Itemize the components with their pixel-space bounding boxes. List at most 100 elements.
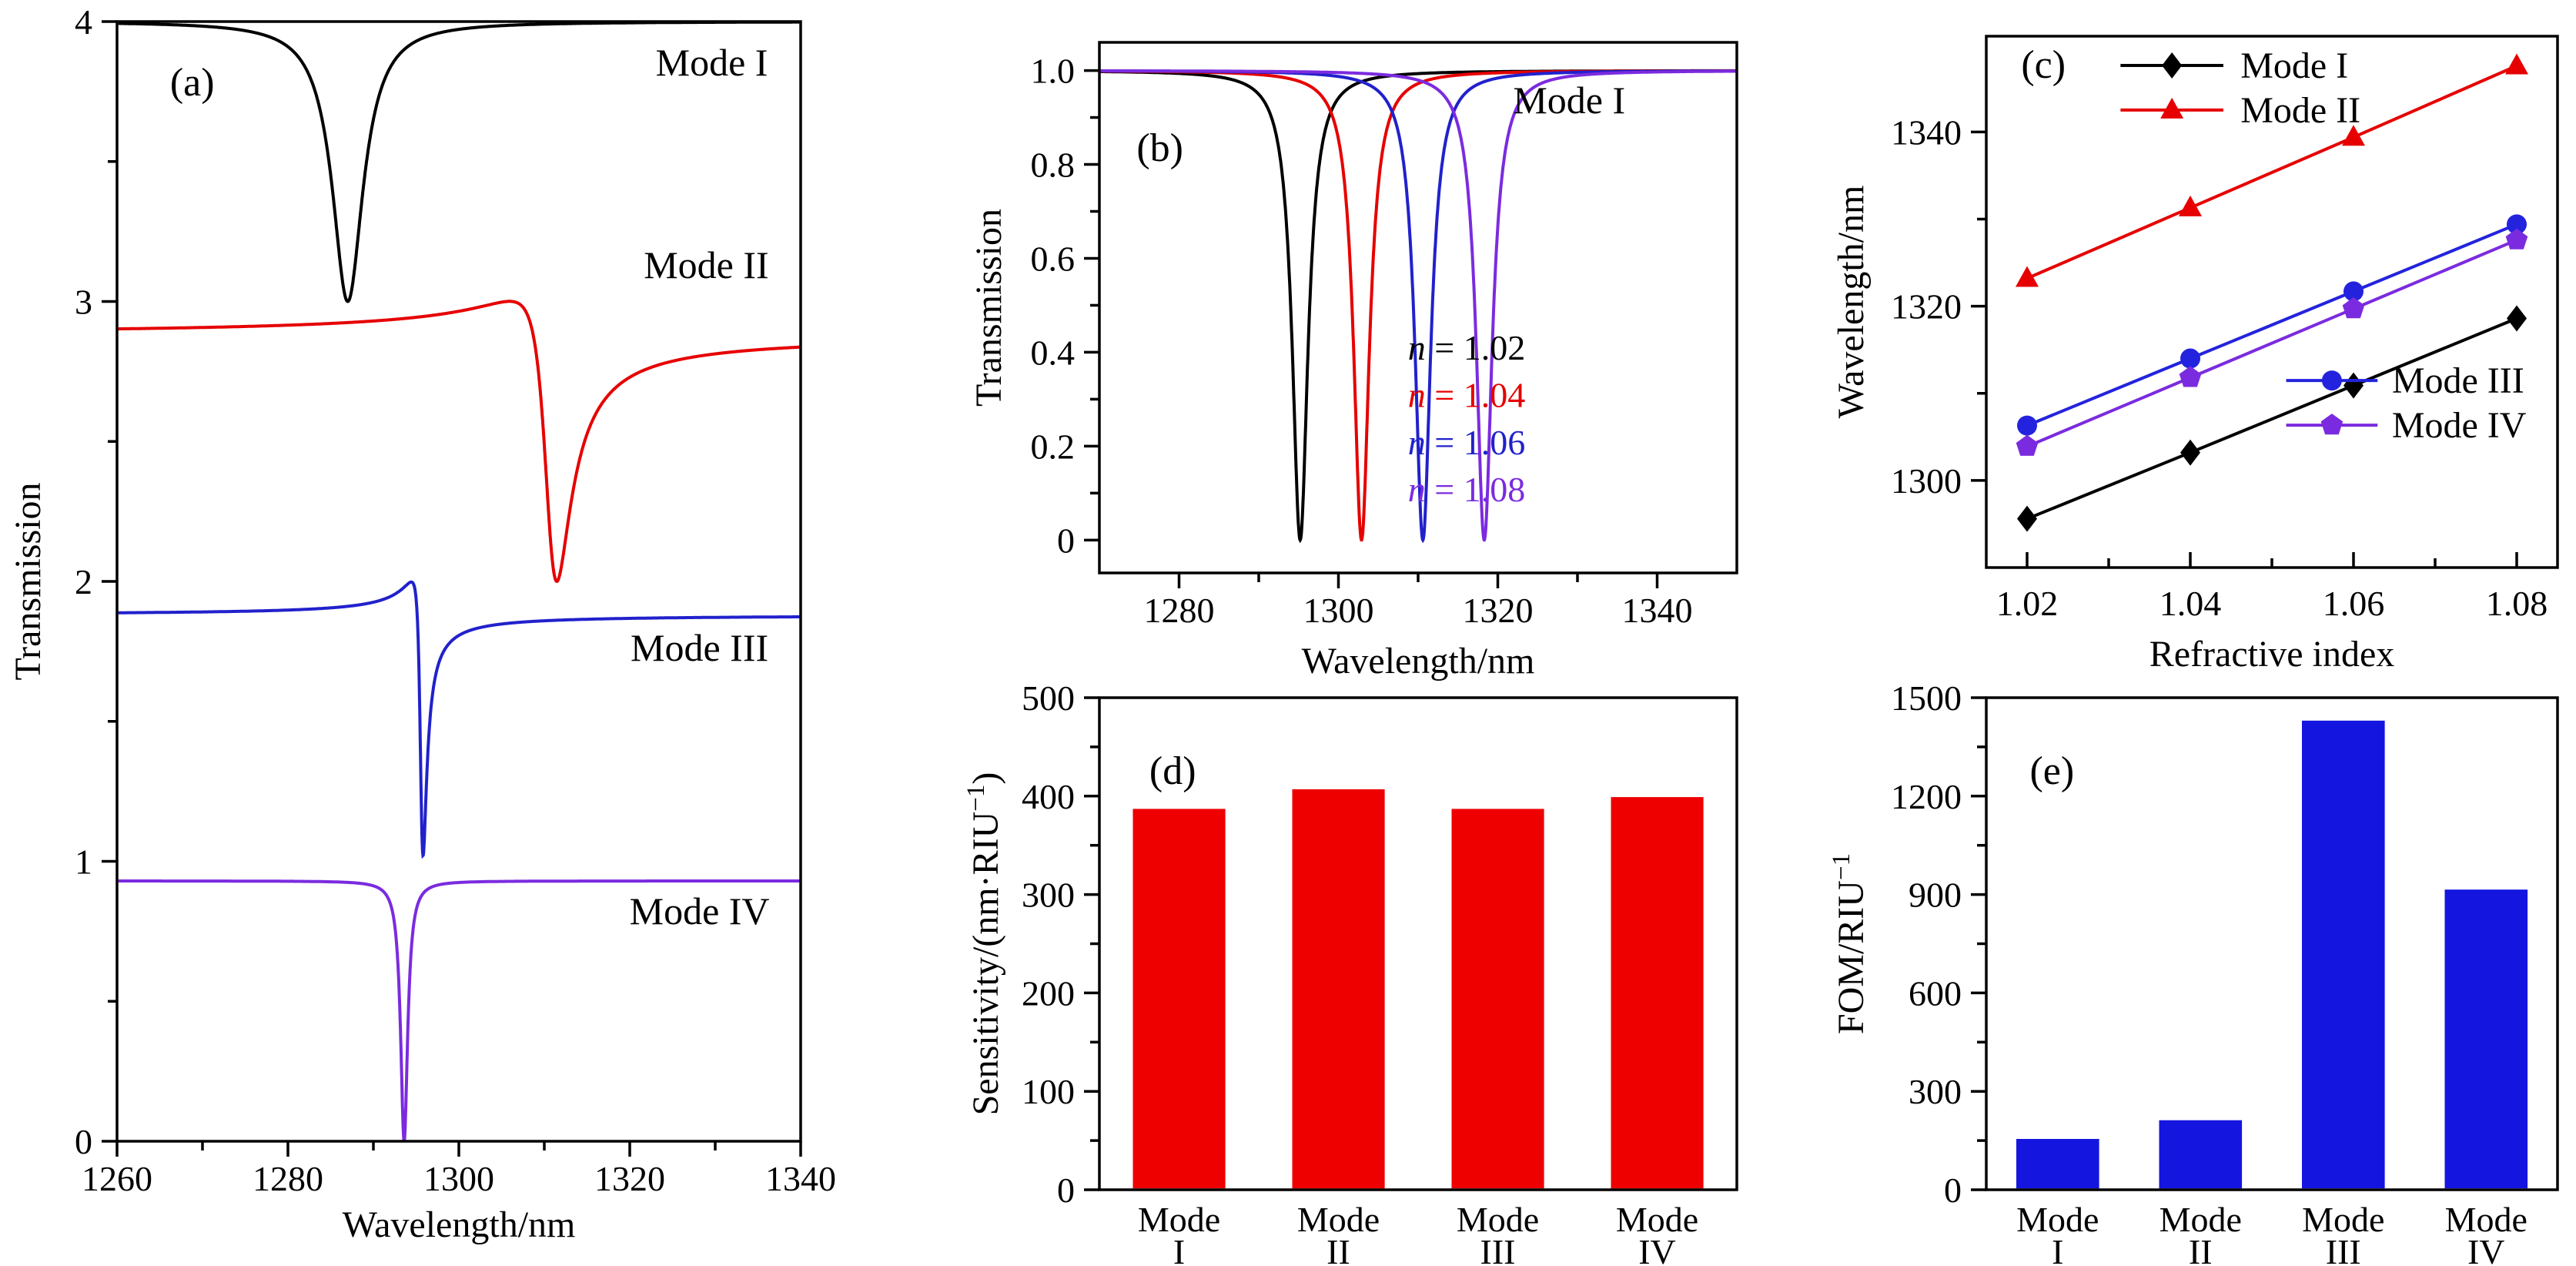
mode-i-marker xyxy=(2343,372,2364,399)
bar-mode-ii xyxy=(2159,1120,2243,1189)
legend-item-n-3: n = 1.06 xyxy=(1408,423,1525,462)
category-label-line2: IV xyxy=(2467,1232,2505,1266)
y-tick-label: 300 xyxy=(1022,876,1075,915)
category-label-line2: II xyxy=(2189,1232,2213,1266)
y-tick-label: 0 xyxy=(1057,1171,1075,1210)
y-tick-label: 1500 xyxy=(1891,678,1962,718)
bar-mode-iii xyxy=(1451,809,1544,1189)
annotation-mode-i: Mode I xyxy=(656,41,768,84)
y-tick-label: 3 xyxy=(75,283,92,322)
legend-label-mode-ii: Mode II xyxy=(2240,90,2360,131)
annotation-c: (c) xyxy=(2021,43,2066,87)
legend-item-n-2: n = 1.04 xyxy=(1408,375,1525,414)
category-label-line1: Mode xyxy=(2445,1200,2527,1239)
y-tick-label: 1300 xyxy=(1891,461,1962,501)
category-label-line2: III xyxy=(2326,1232,2361,1266)
curve-mode-iv xyxy=(117,879,801,1142)
x-tick-label: 1300 xyxy=(423,1159,494,1198)
x-tick-label: 1300 xyxy=(1303,591,1374,630)
mode-i-marker xyxy=(2017,505,2037,532)
annotation-d: (d) xyxy=(1149,749,1196,793)
category-label-line2: III xyxy=(1480,1232,1516,1266)
x-tick-label: 1.08 xyxy=(2486,584,2548,623)
axes-box-e xyxy=(1985,696,2559,1191)
y-tick-label: 0.4 xyxy=(1031,333,1076,372)
axes-box-d xyxy=(1098,696,1738,1191)
category-label-line1: Mode xyxy=(2016,1200,2099,1239)
y-tick-label: 1200 xyxy=(1891,777,1962,816)
mode-iv-marker xyxy=(2179,366,2202,387)
x-tick-label: 1280 xyxy=(1144,591,1215,630)
y-tick-label: 4 xyxy=(75,2,92,42)
legend-label-mode-iii: Mode III xyxy=(2392,360,2524,401)
mode-iii-marker xyxy=(2343,281,2364,302)
y-tick-label: 500 xyxy=(1022,678,1075,718)
x-tick-label: 1340 xyxy=(765,1159,836,1198)
x-tick-label: 1340 xyxy=(1622,591,1693,630)
bar-mode-ii xyxy=(1292,789,1385,1189)
y-tick-label: 0.6 xyxy=(1031,239,1076,278)
mode-ii-marker xyxy=(2342,125,2365,146)
legend-marker-mode-ii xyxy=(2160,97,2184,119)
x-tick-label: 1260 xyxy=(82,1159,152,1198)
mode-ii-marker xyxy=(2016,266,2039,287)
category-label-line2: IV xyxy=(1638,1232,1676,1266)
y-tick-label: 0.2 xyxy=(1031,427,1076,466)
y-tick-label: 1320 xyxy=(1891,287,1962,327)
bar-mode-i xyxy=(1132,809,1226,1189)
y-tick-label: 600 xyxy=(1909,973,1962,1013)
y-axis-label-e: FOM/RIU−1 xyxy=(1828,853,1872,1034)
mode-iv-marker xyxy=(2505,228,2528,250)
y-tick-label: 1340 xyxy=(1891,112,1962,152)
category-label-line1: Mode xyxy=(1297,1200,1380,1239)
y-tick-label: 1.0 xyxy=(1031,52,1076,91)
annotation-e: (e) xyxy=(2029,749,2074,793)
annotation-mode-iv: Mode IV xyxy=(630,889,770,933)
category-label-line1: Mode xyxy=(2159,1200,2242,1239)
y-tick-label: 0.8 xyxy=(1031,146,1076,185)
mode-i-marker xyxy=(2180,439,2200,466)
x-tick-label: 1320 xyxy=(594,1159,665,1198)
panel-d: 0100200300400500ModeIModeIIModeIIIModeIV… xyxy=(962,678,1738,1266)
mode-iii-marker xyxy=(2017,415,2037,436)
category-label-line2: I xyxy=(2052,1232,2063,1266)
mode-iv-marker xyxy=(2342,297,2365,319)
category-label-line2: II xyxy=(1326,1232,1350,1266)
panel-e: 030060090012001500ModeIModeIIModeIIIMode… xyxy=(1828,678,2559,1266)
mode-iii-marker xyxy=(2180,348,2200,369)
y-tick-label: 2 xyxy=(75,562,92,601)
bar-mode-i xyxy=(2016,1139,2099,1189)
bar-mode-iii xyxy=(2302,720,2385,1189)
axes-box-b xyxy=(1098,41,1738,574)
category-label-line1: Mode xyxy=(1616,1200,1698,1239)
curve-mode-iii xyxy=(117,580,801,859)
bar-mode-iv xyxy=(2444,889,2528,1189)
x-tick-label: 1.02 xyxy=(1996,584,2059,623)
x-axis-label-a: Wavelength/nm xyxy=(343,1204,576,1245)
axes-box-a xyxy=(115,20,802,1143)
y-tick-label: 0 xyxy=(75,1122,92,1161)
legend-marker-mode-iv xyxy=(2320,414,2343,435)
y-tick-label: 900 xyxy=(1909,876,1962,915)
legend-item-n-4: n = 1.08 xyxy=(1408,470,1525,509)
mode-iv-marker xyxy=(2016,434,2039,456)
mode-iii-marker xyxy=(2507,214,2527,235)
line-mode-ii xyxy=(2026,64,2517,280)
annotation-mode-ii: Mode II xyxy=(644,243,768,286)
y-axis-label-b: Transmission xyxy=(969,209,1009,407)
annotation-mode-i: Mode I xyxy=(1513,79,1625,122)
legend-marker-mode-i xyxy=(2162,52,2183,79)
curve-mode-ii xyxy=(117,300,801,584)
y-tick-label: 0 xyxy=(1057,521,1075,560)
x-tick-label: 1.06 xyxy=(2323,584,2385,623)
mode-ii-marker xyxy=(2179,195,2202,216)
y-tick-label: 100 xyxy=(1022,1072,1075,1111)
y-tick-label: 200 xyxy=(1022,973,1075,1013)
y-tick-label: 0 xyxy=(1944,1171,1962,1210)
annotation-b: (b) xyxy=(1136,126,1183,170)
annotation-mode-iii: Mode III xyxy=(631,626,768,669)
line-mode-iv xyxy=(2026,238,2517,448)
x-tick-label: 1280 xyxy=(253,1159,323,1198)
